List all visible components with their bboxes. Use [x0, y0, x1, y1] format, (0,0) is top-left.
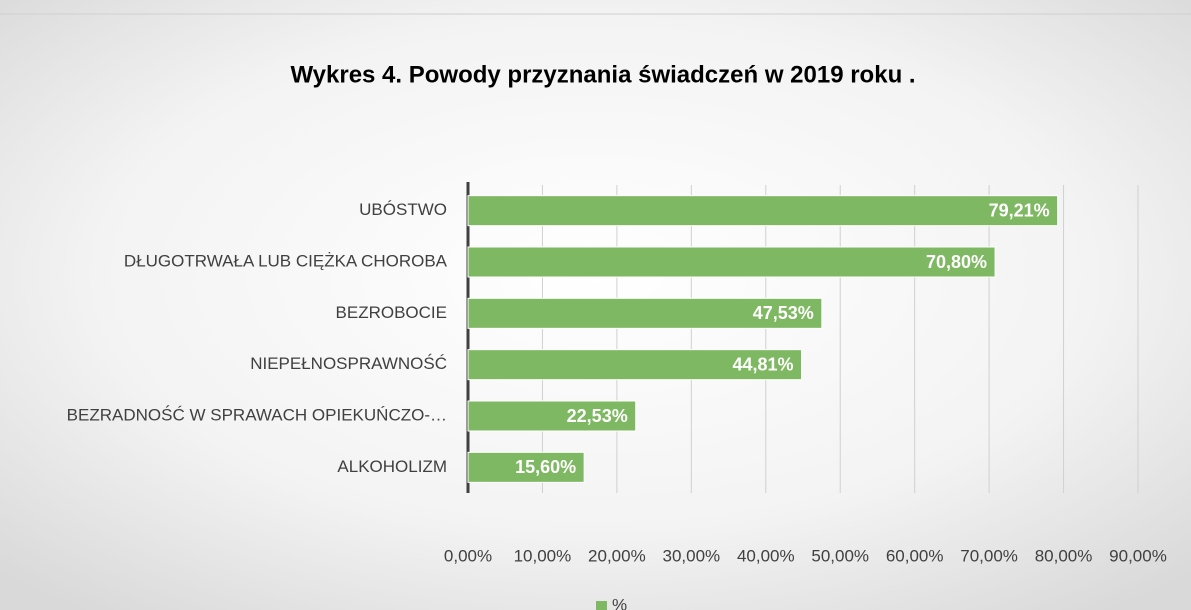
x-tick-label: 50,00% — [811, 546, 869, 565]
value-label: 22,53% — [567, 406, 628, 426]
x-tick-label: 70,00% — [960, 546, 1018, 565]
bar — [467, 451, 585, 483]
x-tick-label: 90,00% — [1109, 546, 1167, 565]
x-tick-label: 30,00% — [662, 546, 720, 565]
value-label: 15,60% — [515, 457, 576, 477]
x-tick-label: 0,00% — [444, 546, 492, 565]
value-label: 79,21% — [989, 200, 1050, 220]
bar — [467, 246, 996, 278]
x-tick-label: 20,00% — [588, 546, 646, 565]
y-tick-label: UBÓSTWO — [359, 200, 447, 219]
y-tick-label: ALKOHOLIZM — [337, 457, 447, 476]
x-tick-label: 10,00% — [514, 546, 572, 565]
x-tick-label: 60,00% — [886, 546, 944, 565]
x-tick-label: 40,00% — [737, 546, 795, 565]
bar — [467, 195, 1059, 227]
value-label: 44,81% — [733, 354, 794, 374]
legend-label: % — [612, 595, 627, 610]
x-tick-label: 80,00% — [1035, 546, 1093, 565]
y-tick-label: DŁUGOTRWAŁA LUB CIĘŻKA CHOROBA — [124, 251, 448, 270]
bar — [467, 297, 823, 329]
y-tick-label: BEZRADNOŚĆ W SPRAWACH OPIEKUŃCZO-… — [67, 405, 447, 424]
chart-title: Wykres 4. Powody przyznania świadczeń w … — [290, 61, 915, 88]
bar — [467, 349, 803, 381]
bar — [467, 400, 637, 432]
value-label: 70,80% — [926, 252, 987, 272]
y-tick-label: BEZROBOCIE — [336, 303, 447, 322]
value-label: 47,53% — [753, 303, 814, 323]
legend-swatch — [596, 601, 607, 610]
y-tick-label: NIEPEŁNOSPRAWNOŚĆ — [250, 354, 447, 373]
